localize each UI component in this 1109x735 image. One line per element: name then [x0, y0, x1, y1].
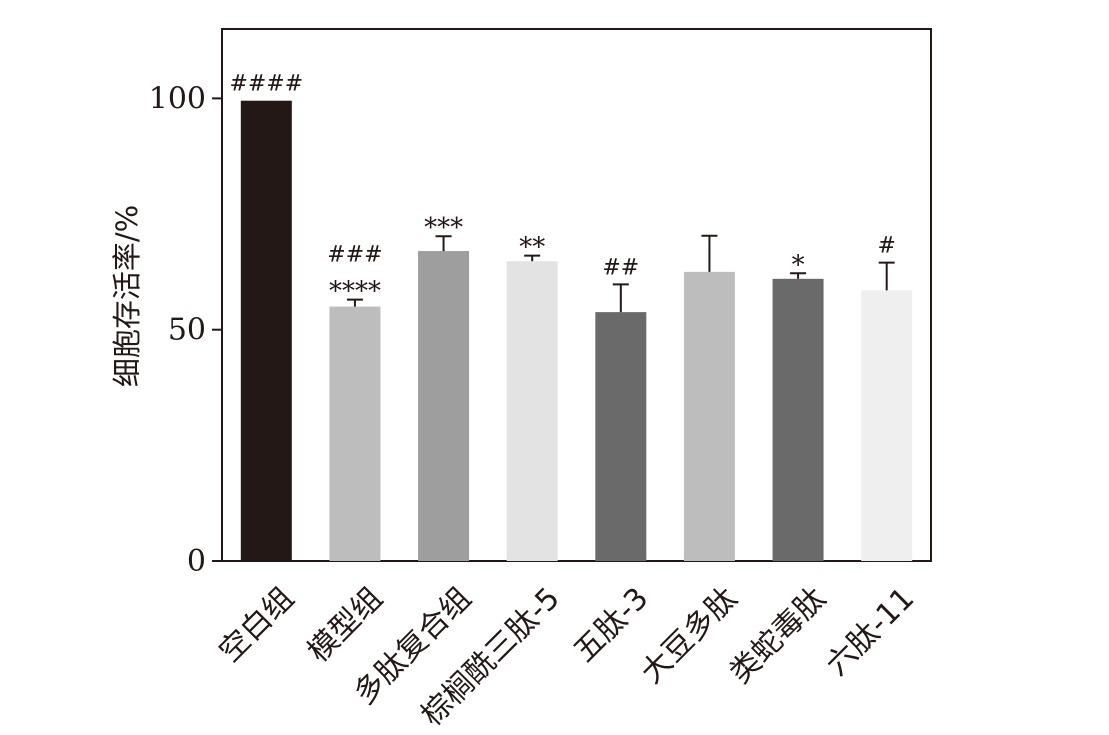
bar — [418, 251, 470, 561]
x-category-label: 五肽-3 — [567, 581, 655, 669]
bar — [861, 290, 913, 561]
significance-label: **** — [329, 277, 381, 307]
x-category-label: 六肽-11 — [819, 581, 921, 683]
significance-label: ## — [602, 255, 639, 280]
significance-label: #### — [229, 72, 303, 97]
bar — [772, 278, 824, 561]
bar — [683, 271, 735, 561]
y-tick-label: 50 — [168, 313, 206, 348]
bar — [329, 306, 381, 561]
bar — [595, 312, 647, 561]
axes: 0 50 100 — [149, 28, 932, 579]
y-tick-label: 0 — [187, 544, 206, 579]
significance-label: * — [792, 250, 805, 280]
significance-label: *** — [424, 213, 463, 243]
bars — [240, 100, 913, 561]
significance-label: # — [877, 234, 895, 259]
x-category-label: 模型组 — [301, 581, 389, 669]
bar — [506, 261, 558, 561]
x-category-label: 空白组 — [213, 581, 301, 669]
significance-label: ### — [327, 243, 382, 268]
significance-label: ** — [519, 233, 545, 263]
y-tick-label: 100 — [149, 81, 206, 116]
y-axis-title: 细胞存活率/% — [110, 205, 144, 387]
plot-frame — [221, 28, 932, 562]
x-category-label: 类蛇毒肽 — [723, 581, 833, 691]
bar — [240, 100, 292, 561]
x-category-label: 大豆多肽 — [634, 581, 744, 691]
